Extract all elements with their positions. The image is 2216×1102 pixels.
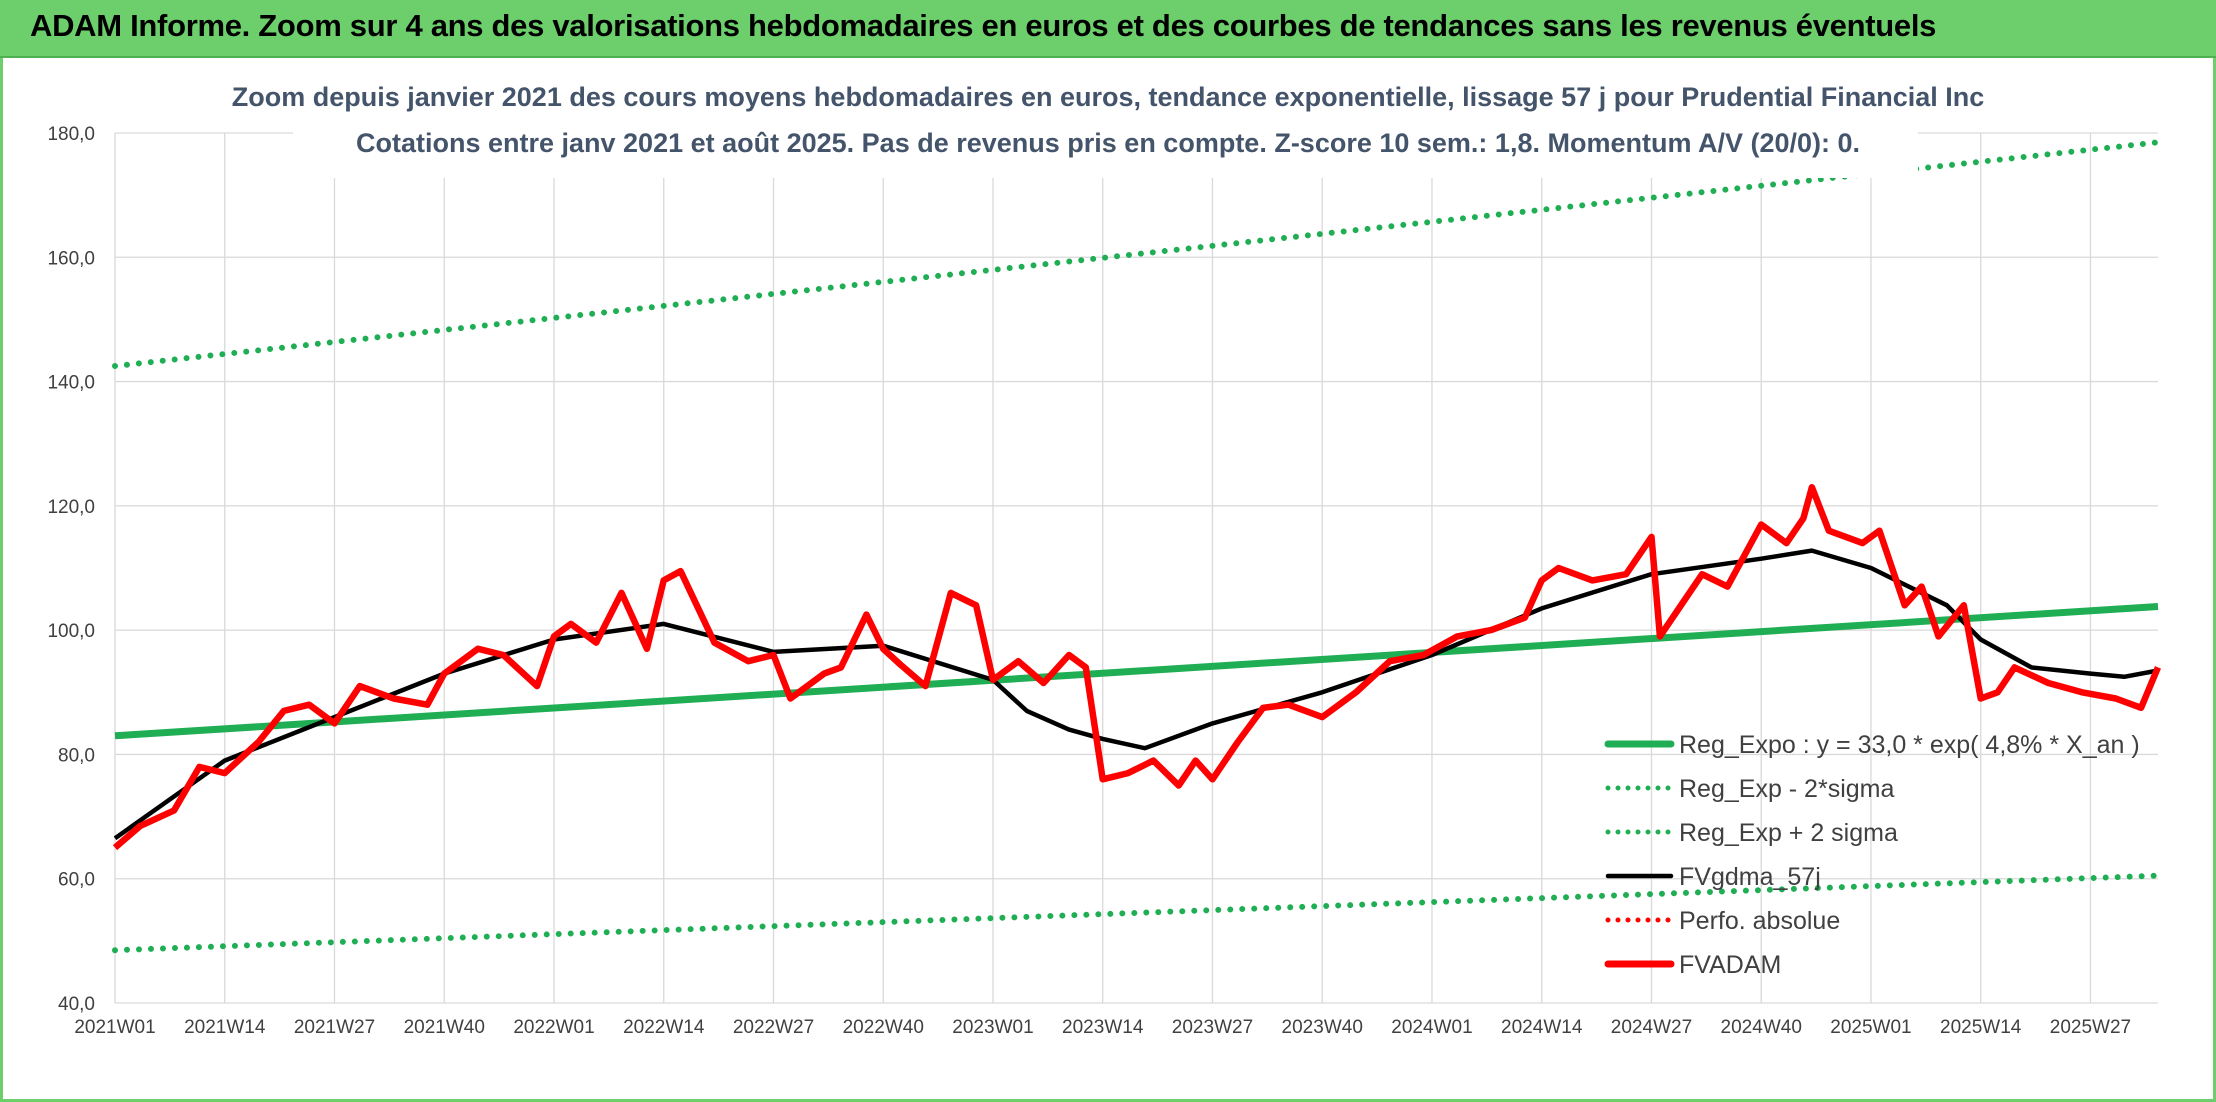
banner-title: ADAM Informe. Zoom sur 4 ans des valoris… xyxy=(30,8,1937,43)
x-tick-label: 2023W14 xyxy=(1062,1017,1144,1038)
series-regression xyxy=(114,603,2159,740)
legend-label: FVgdma_57j xyxy=(1679,863,1821,891)
x-tick-label: 2024W40 xyxy=(1721,1017,1802,1038)
banner: ADAM Informe. Zoom sur 4 ans des valoris… xyxy=(0,0,2216,58)
x-tick-label: 2021W01 xyxy=(74,1017,155,1038)
y-tick-label: 120,0 xyxy=(47,497,95,518)
title-box xyxy=(293,60,1918,178)
series-fvadam xyxy=(112,483,2161,851)
x-tick-label: 2023W27 xyxy=(1172,1017,1253,1038)
chart-title-line2: Cotations entre janv 2021 et août 2025. … xyxy=(356,128,1860,158)
chart-title-line1: Zoom depuis janvier 2021 des cours moyen… xyxy=(232,82,1985,112)
y-tick-label: 140,0 xyxy=(47,373,95,394)
x-tick-label: 2025W14 xyxy=(1940,1017,2022,1038)
y-tick-label: 160,0 xyxy=(47,248,95,269)
x-tick-label: 2021W40 xyxy=(404,1017,485,1038)
x-tick-label: 2022W14 xyxy=(623,1017,705,1038)
y-tick-label: 100,0 xyxy=(47,621,95,642)
x-tick-label: 2024W14 xyxy=(1501,1017,1583,1038)
x-tick-label: 2022W40 xyxy=(843,1017,924,1038)
legend-label: Perfo. absolue xyxy=(1679,907,1840,935)
legend-label: Reg_Exp - 2*sigma xyxy=(1679,775,1894,803)
x-tick-label: 2023W40 xyxy=(1282,1017,1363,1038)
x-tick-label: 2023W01 xyxy=(952,1017,1033,1038)
x-tick-label: 2021W14 xyxy=(184,1017,266,1038)
x-tick-label: 2025W01 xyxy=(1830,1017,1911,1038)
y-tick-label: 80,0 xyxy=(58,745,95,766)
y-tick-label: 60,0 xyxy=(58,870,95,891)
x-tick-label: 2024W27 xyxy=(1611,1017,1692,1038)
y-tick-label: 180,0 xyxy=(47,124,95,145)
x-tick-label: 2022W27 xyxy=(733,1017,814,1038)
line-chart: 40,0 60,0 80,0 100,0 120,0 140,0 160,0 180,0 202… xyxy=(47,60,2161,1038)
x-tick-label: 2021W27 xyxy=(294,1017,375,1038)
x-tick-label: 2024W01 xyxy=(1391,1017,1472,1038)
x-tick-label: 2022W01 xyxy=(513,1017,594,1038)
chart-area: 40,0 60,0 80,0 100,0 120,0 140,0 160,0 180,0 202… xyxy=(0,58,2216,1102)
y-tick-label: 40,0 xyxy=(58,994,95,1015)
legend-label: Reg_Expo : y = 33,0 * exp( 4,8% * X_an ) xyxy=(1679,731,2140,759)
series-lower-band xyxy=(112,872,2161,954)
legend-label: FVADAM xyxy=(1679,951,1781,979)
x-tick-label: 2025W27 xyxy=(2050,1017,2131,1038)
legend-label: Reg_Exp + 2 sigma xyxy=(1679,819,1898,847)
